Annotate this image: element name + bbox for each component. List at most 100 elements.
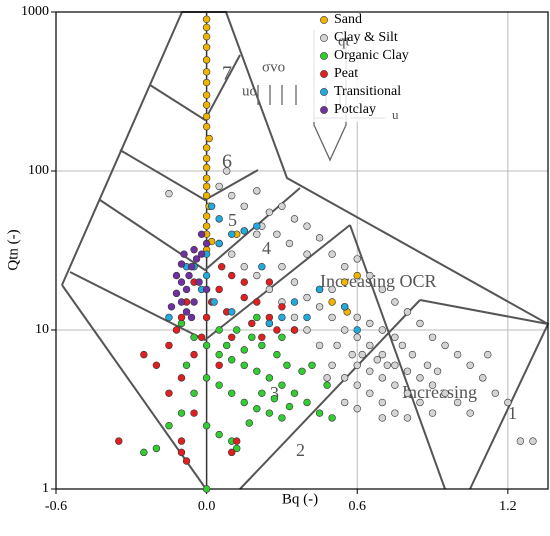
- annotation: u: [392, 107, 399, 122]
- annotation: Increasing OCR: [320, 271, 436, 291]
- point: [197, 333, 206, 341]
- point: [315, 341, 324, 350]
- point: [378, 326, 387, 334]
- point: [253, 367, 261, 375]
- point: [202, 222, 211, 230]
- point: [366, 319, 374, 328]
- point: [210, 298, 218, 306]
- annotation: 4: [262, 238, 271, 258]
- point: [353, 313, 361, 322]
- point: [529, 437, 537, 445]
- point: [228, 250, 236, 258]
- point: [182, 361, 191, 369]
- annotation: uo: [242, 83, 257, 99]
- point: [303, 326, 311, 334]
- point: [416, 398, 424, 407]
- point: [202, 154, 211, 163]
- point: [378, 414, 387, 422]
- point: [340, 263, 349, 271]
- point: [285, 239, 294, 248]
- point: [240, 346, 248, 354]
- point: [195, 278, 203, 286]
- point: [197, 230, 206, 238]
- legend-label: Transitional: [334, 84, 401, 99]
- point: [240, 293, 248, 302]
- point: [228, 271, 236, 280]
- point: [366, 341, 374, 350]
- point: [240, 202, 248, 210]
- point: [378, 398, 387, 407]
- point: [466, 361, 474, 369]
- point: [428, 381, 437, 389]
- point: [182, 285, 191, 294]
- point: [278, 333, 286, 341]
- plot-frame: [55, 11, 549, 490]
- point: [308, 361, 316, 369]
- point: [403, 389, 412, 397]
- point: [140, 448, 148, 457]
- point: [353, 255, 361, 263]
- point: [115, 437, 123, 445]
- point: [177, 260, 186, 268]
- point: [215, 285, 223, 294]
- point: [233, 326, 241, 334]
- point: [190, 245, 198, 254]
- point: [215, 215, 223, 223]
- point: [273, 326, 281, 334]
- point: [323, 374, 331, 382]
- point: [240, 361, 248, 369]
- annotation: σvo: [262, 59, 285, 75]
- point: [202, 163, 211, 172]
- point: [366, 271, 374, 280]
- point: [353, 333, 361, 341]
- point: [303, 293, 311, 302]
- point: [233, 437, 241, 445]
- point: [391, 333, 399, 341]
- point: [265, 285, 274, 294]
- point: [265, 409, 274, 417]
- legend-marker: [320, 70, 328, 78]
- point: [315, 409, 324, 417]
- point: [177, 298, 186, 306]
- x-tick-label: -0.6: [45, 499, 67, 514]
- legend-marker: [320, 34, 328, 42]
- point: [290, 278, 299, 286]
- point: [391, 361, 399, 369]
- point: [328, 361, 336, 369]
- y-tick-label: 10: [35, 322, 49, 337]
- point: [240, 278, 248, 286]
- point: [340, 278, 349, 286]
- zone-line: [119, 149, 259, 202]
- point: [479, 374, 487, 382]
- point: [428, 333, 437, 341]
- point: [202, 15, 211, 23]
- y-tick-label: 100: [28, 163, 49, 178]
- point: [180, 250, 188, 258]
- legend-label: Clay & Silt: [334, 30, 398, 45]
- point: [190, 350, 198, 359]
- point: [202, 285, 211, 294]
- point: [197, 250, 206, 258]
- annotation: qt: [338, 33, 351, 49]
- point: [328, 298, 336, 306]
- annotation: 5: [228, 210, 237, 230]
- point: [333, 341, 341, 350]
- zone-line: [349, 224, 446, 490]
- point: [167, 303, 176, 311]
- point: [484, 350, 492, 359]
- point: [182, 457, 191, 465]
- point: [202, 174, 211, 182]
- point: [366, 367, 374, 375]
- point: [165, 341, 173, 350]
- point: [202, 144, 211, 152]
- point: [202, 78, 211, 87]
- point: [378, 285, 387, 294]
- point: [215, 239, 223, 248]
- point: [253, 222, 261, 230]
- point: [207, 202, 216, 210]
- point: [202, 182, 211, 191]
- point: [215, 182, 223, 191]
- point: [278, 202, 286, 210]
- point: [190, 409, 198, 417]
